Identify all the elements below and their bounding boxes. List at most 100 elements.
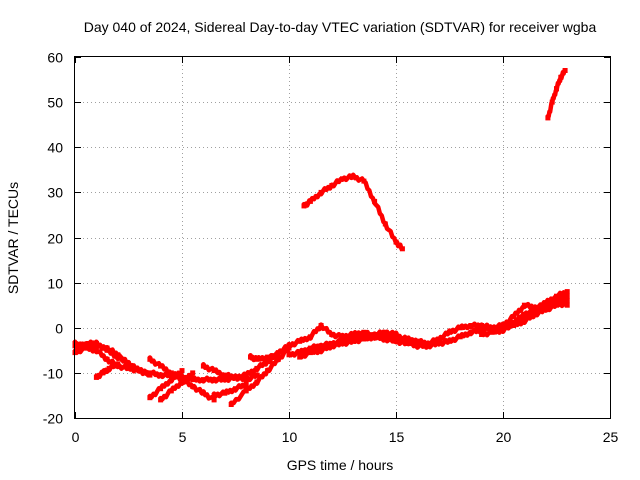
series-arc: [301, 172, 405, 252]
data-point: [372, 198, 378, 204]
data-point: [222, 372, 228, 378]
x-tick-label: 25: [603, 429, 619, 445]
data-point: [297, 350, 303, 356]
series-line: [72, 339, 99, 349]
data-point: [168, 388, 174, 394]
data-point: [297, 354, 303, 360]
y-axis-label: SDTVAR / TECUs: [5, 182, 21, 294]
data-point: [382, 336, 388, 342]
data-point: [318, 343, 324, 349]
data-point: [318, 323, 324, 328]
data-point: [521, 311, 527, 317]
data-point: [318, 347, 324, 353]
data-point: [115, 354, 121, 360]
chart-title: Day 040 of 2024, Sidereal Day-to-day VTE…: [84, 19, 597, 35]
series-line: [248, 353, 281, 363]
data-point: [393, 338, 399, 344]
data-point: [340, 341, 345, 346]
data-point: [329, 343, 335, 349]
data-point: [549, 99, 555, 105]
data-point: [222, 377, 228, 383]
series-track-o: [297, 333, 420, 360]
y-tick-label: 60: [47, 50, 63, 66]
data-point: [532, 304, 538, 310]
series-line: [147, 368, 185, 400]
data-point: [436, 336, 442, 342]
data-point: [222, 390, 228, 396]
data-point: [307, 345, 313, 351]
data-point: [489, 329, 495, 335]
data-point: [243, 372, 249, 378]
data-point: [301, 203, 307, 209]
data-point: [562, 68, 568, 73]
y-tick-label: 30: [47, 185, 63, 201]
data-point: [511, 314, 517, 319]
data-point: [554, 300, 559, 306]
x-axis-label: GPS time / hours: [287, 457, 394, 473]
data-point: [286, 352, 292, 358]
data-point: [93, 347, 99, 353]
data-point: [200, 377, 206, 383]
data-point: [190, 383, 196, 389]
data-point: [168, 370, 174, 376]
data-point: [265, 359, 271, 365]
y-tick-label: 10: [47, 276, 63, 292]
data-point: [106, 365, 112, 371]
data-point: [248, 354, 253, 360]
data-point: [447, 329, 452, 335]
data-point: [179, 379, 185, 385]
series-track-d: [93, 339, 153, 378]
data-point: [564, 289, 570, 295]
data-point: [511, 320, 517, 326]
data-point: [275, 350, 281, 356]
series-steep: [545, 68, 568, 121]
data-point: [115, 361, 121, 367]
data-point: [564, 293, 570, 299]
y-tick-label: 40: [47, 140, 63, 156]
data-point: [233, 374, 238, 380]
series-track-f: [147, 355, 217, 403]
data-point: [211, 397, 217, 403]
data-point: [190, 377, 196, 383]
data-point: [297, 338, 303, 344]
data-point: [158, 372, 164, 378]
data-point: [158, 386, 164, 392]
data-point: [318, 189, 324, 195]
series-track-i: [200, 362, 260, 383]
data-point: [254, 379, 260, 385]
data-point: [558, 74, 564, 80]
data-point: [447, 338, 452, 344]
data-point: [393, 332, 399, 337]
data-point: [228, 402, 234, 407]
y-tick-label: 50: [47, 95, 63, 111]
data-point: [361, 329, 367, 335]
data-point: [564, 298, 570, 304]
data-point: [500, 323, 506, 328]
data-point: [479, 323, 485, 328]
data-point: [350, 338, 356, 344]
y-tick-label: 0: [55, 321, 63, 337]
data-point: [521, 318, 527, 324]
data-point: [275, 354, 281, 360]
y-tick-label: -20: [43, 411, 63, 427]
data-point: [126, 361, 131, 367]
series-line: [94, 361, 121, 380]
data-point: [307, 198, 313, 204]
data-point: [265, 368, 271, 374]
series-track-e: [93, 361, 121, 380]
data-point: [265, 354, 271, 360]
data-point: [200, 363, 206, 369]
data-point: [350, 174, 356, 180]
data-point: [500, 327, 506, 333]
series-track-h: [158, 370, 196, 403]
data-point: [414, 343, 420, 349]
data-point: [340, 334, 345, 340]
series-track-g: [147, 368, 185, 401]
data-point: [211, 368, 217, 374]
data-point: [399, 246, 405, 252]
grid: [75, 57, 610, 418]
data-point: [136, 368, 142, 374]
x-tick-label: 5: [179, 429, 187, 445]
data-point: [190, 370, 196, 376]
data-point: [329, 183, 335, 189]
